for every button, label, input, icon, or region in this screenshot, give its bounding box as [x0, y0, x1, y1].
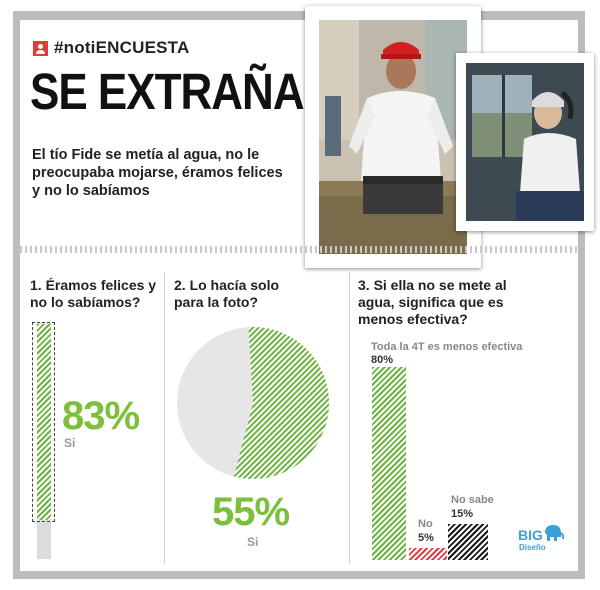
- q1-answer: Si: [64, 436, 76, 450]
- q2-answer: Si: [247, 535, 259, 549]
- photo-woman-helicopter: [456, 53, 594, 231]
- q3-bar3-percent: 15%: [451, 508, 474, 520]
- q3-bar2-percent: 5%: [418, 532, 434, 544]
- logo-big-text: BIG: [518, 527, 543, 543]
- question-3: 3. Si ella no se mete al agua, significa…: [358, 277, 507, 327]
- elephant-icon: [545, 525, 564, 541]
- q2-percent: 55%: [212, 490, 290, 534]
- q3-bar-total: [372, 367, 406, 560]
- subtitle: El tío Fide se metía al agua, no le preo…: [32, 147, 283, 199]
- logo-sub-text: Diseño: [519, 543, 546, 552]
- user-icon: [33, 40, 48, 56]
- q1-bar-fill: [37, 324, 51, 520]
- hashtag-text: #notiENCUESTA: [54, 38, 190, 57]
- q2-pie-chart: [177, 327, 329, 479]
- q3-bar1-label: Toda la 4T es menos efectiva: [371, 341, 523, 353]
- column-separator: [349, 272, 350, 564]
- question-1: 1. Éramos felices y no lo sabíamos?: [30, 277, 157, 310]
- q1-bar-outline: [32, 322, 55, 522]
- hashtag-row: #notiENCUESTA: [33, 38, 189, 58]
- question-2: 2. Lo hacía solo para la foto?: [174, 277, 280, 310]
- big-diseno-logo: BIG Diseño: [518, 525, 564, 552]
- pie-si-slice: [233, 327, 329, 479]
- q3-bar-no-sabe: [448, 524, 488, 560]
- photo-man-in-water: [305, 6, 481, 268]
- q3-bar2-label: No: [418, 518, 433, 530]
- headline: SE EXTRAÑA!: [30, 64, 318, 121]
- q3-bar1-percent: 80%: [371, 354, 394, 366]
- q3-bar-no: [409, 548, 447, 560]
- q1-percent: 83%: [62, 394, 140, 438]
- column-separator: [164, 272, 165, 564]
- dotted-divider: [20, 246, 578, 253]
- q3-bar3-label: No sabe: [451, 494, 494, 506]
